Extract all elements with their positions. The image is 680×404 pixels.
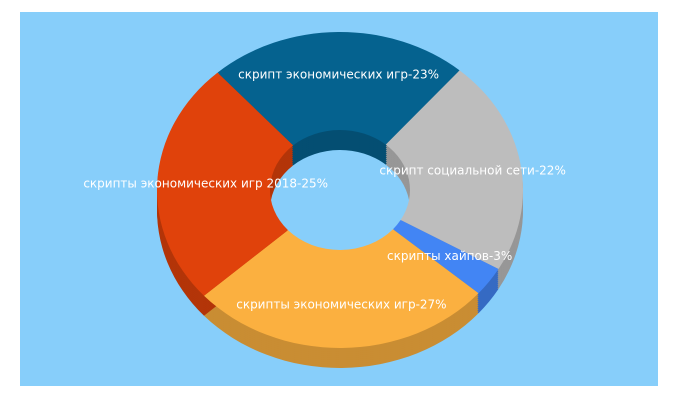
slice bbox=[392, 220, 499, 294]
slice bbox=[204, 229, 479, 348]
slice bbox=[385, 70, 523, 270]
slice-label: скрипты хайпов-3% bbox=[387, 249, 512, 263]
slice-label: скрипт экономических игр-23% bbox=[238, 68, 439, 82]
slice-label: скрипт социальной сети-22% bbox=[379, 163, 566, 177]
slice-label: скрипты экономических игр 2018-25% bbox=[83, 176, 328, 190]
labels: скрипт экономических игр-23% скрипт социа… bbox=[83, 68, 566, 312]
slice bbox=[217, 32, 460, 146]
slices bbox=[157, 32, 523, 348]
slice bbox=[157, 72, 294, 296]
slice-label: скрипты экономических игр-27% bbox=[236, 297, 446, 311]
